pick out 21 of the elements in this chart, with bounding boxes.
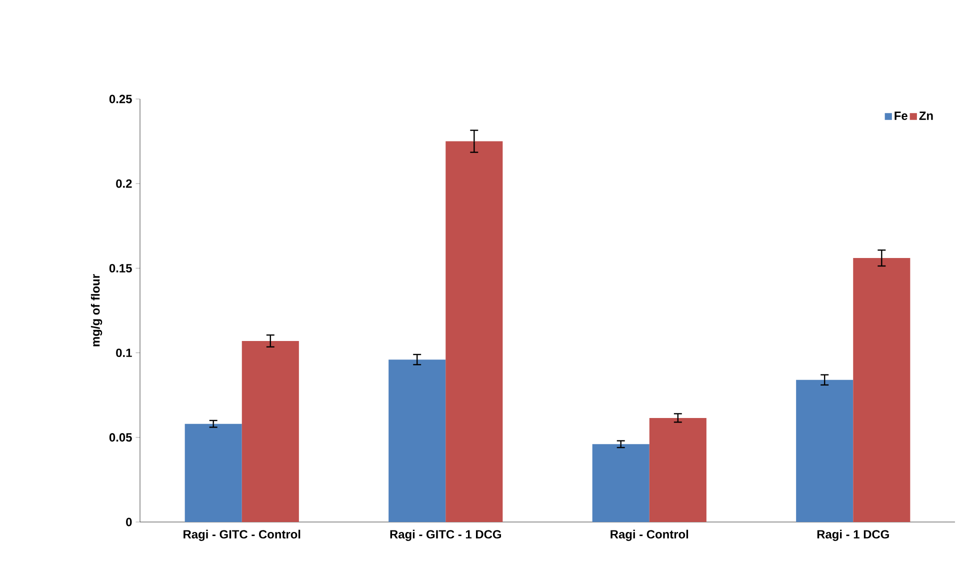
bar	[649, 418, 706, 522]
x-tick-label: Ragi - GITC - 1 DCG	[390, 530, 502, 541]
legend-label: Fe	[894, 112, 908, 120]
bar	[388, 360, 446, 522]
bar	[242, 340, 299, 522]
x-tick-label: Ragi - 1 DCG	[817, 530, 889, 541]
bar	[184, 424, 242, 522]
bar	[592, 444, 650, 522]
y-tick-label: 0.05	[109, 433, 132, 442]
bar	[446, 141, 503, 522]
x-tick-label: Ragi - GITC - Control	[184, 530, 300, 541]
y-tick-label: 0.25	[109, 94, 132, 104]
x-tick-label: Ragi - Control	[610, 530, 688, 541]
y-axis-title: mg/g of flour	[90, 274, 102, 346]
legend-label: Zn	[919, 112, 933, 120]
bar	[853, 258, 910, 522]
y-tick-label: 0.15	[109, 264, 132, 272]
bar	[796, 380, 854, 522]
y-tick-label: 0	[126, 518, 132, 526]
y-tick-label: 0.2	[116, 179, 132, 188]
y-tick-label: 0.1	[116, 348, 132, 358]
